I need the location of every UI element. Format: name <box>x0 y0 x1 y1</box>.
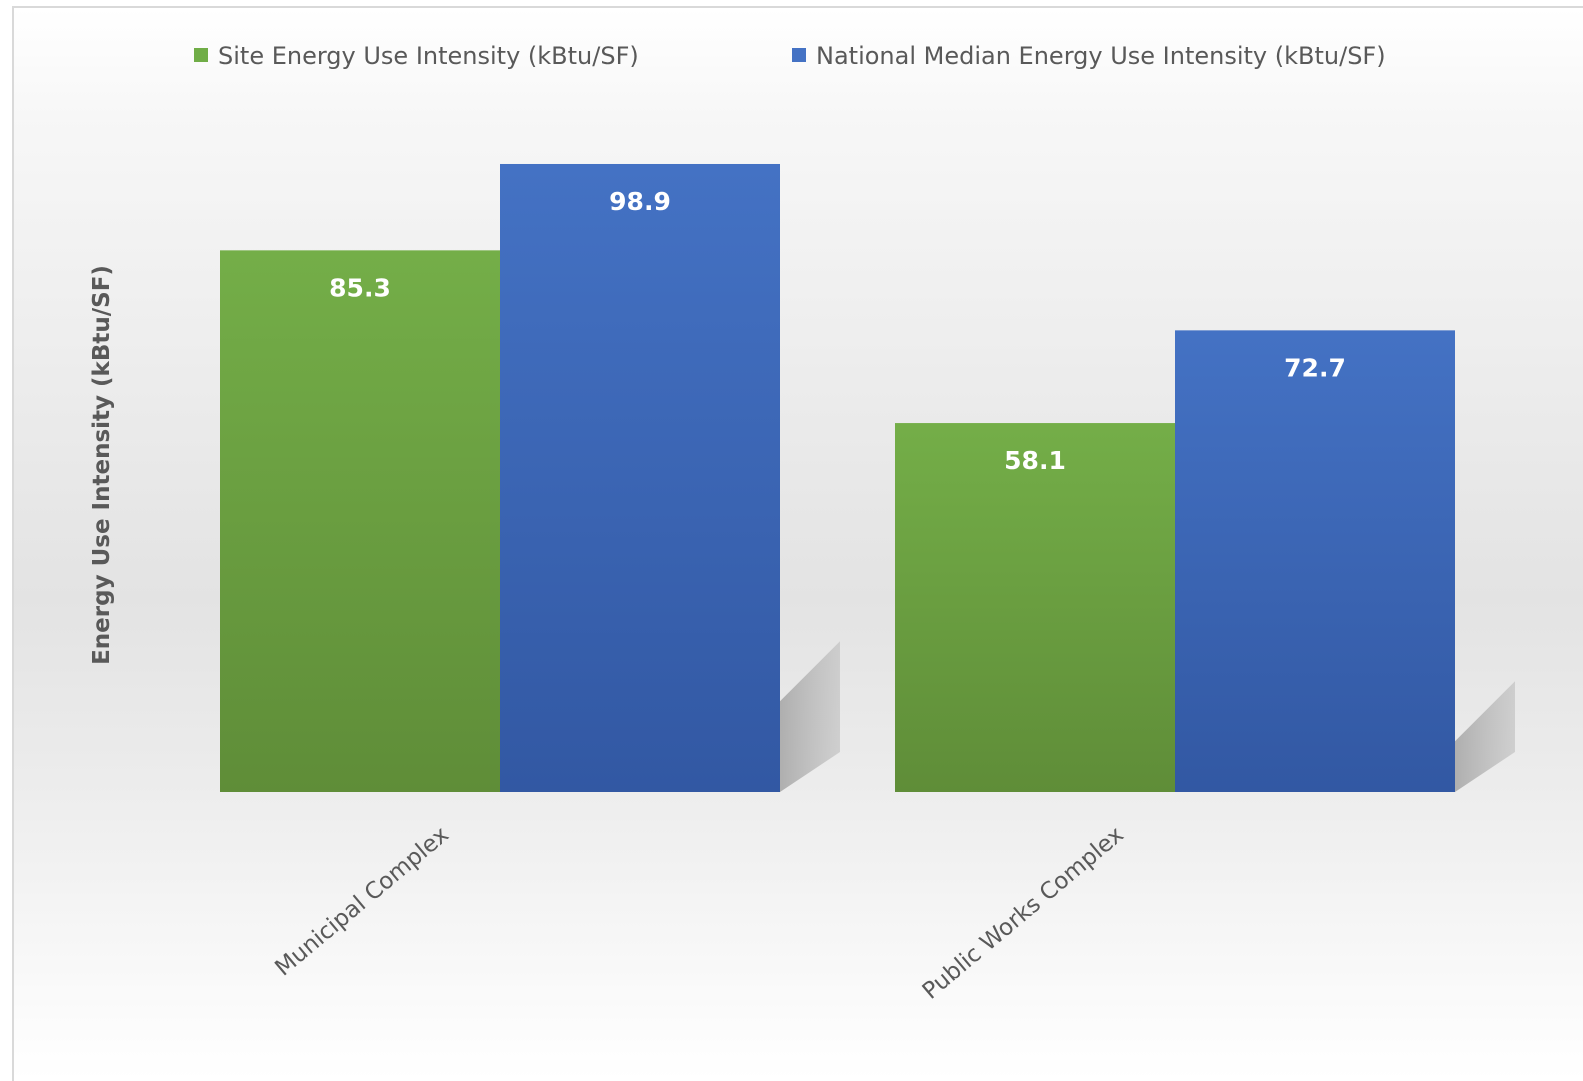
value-labels: 85.3 98.9 58.1 72.7 <box>329 187 1346 475</box>
category-label: Municipal Complex <box>270 822 453 982</box>
value-label: 72.7 <box>1284 353 1346 382</box>
y-axis-title: Energy Use Intensity (kBtu/SF) <box>89 265 115 665</box>
bar-shadow <box>1455 681 1515 792</box>
legend: Site Energy Use Intensity (kBtu/SF) Nati… <box>194 42 1386 70</box>
bar-shadow <box>780 641 840 792</box>
bar-national-median-eui-municipal-complex <box>500 163 780 793</box>
legend-label-site-eui: Site Energy Use Intensity (kBtu/SF) <box>218 42 639 70</box>
bar-shadows <box>780 641 1515 792</box>
legend-swatch-national-median-eui <box>792 48 806 62</box>
category-label: Public Works Complex <box>918 822 1129 1005</box>
bar-site-eui-municipal-complex <box>220 250 500 793</box>
value-label: 85.3 <box>329 273 391 302</box>
bars <box>220 163 1455 793</box>
legend-label-national-median-eui: National Median Energy Use Intensity (kB… <box>816 42 1386 70</box>
legend-swatch-site-eui <box>194 48 208 62</box>
value-label: 98.9 <box>609 187 671 216</box>
category-labels: Municipal Complex Public Works Complex <box>270 822 1128 1005</box>
bar-national-median-eui-public-works-complex <box>1175 330 1455 792</box>
bar-site-eui-public-works-complex <box>895 423 1175 792</box>
value-label: 58.1 <box>1004 446 1066 475</box>
